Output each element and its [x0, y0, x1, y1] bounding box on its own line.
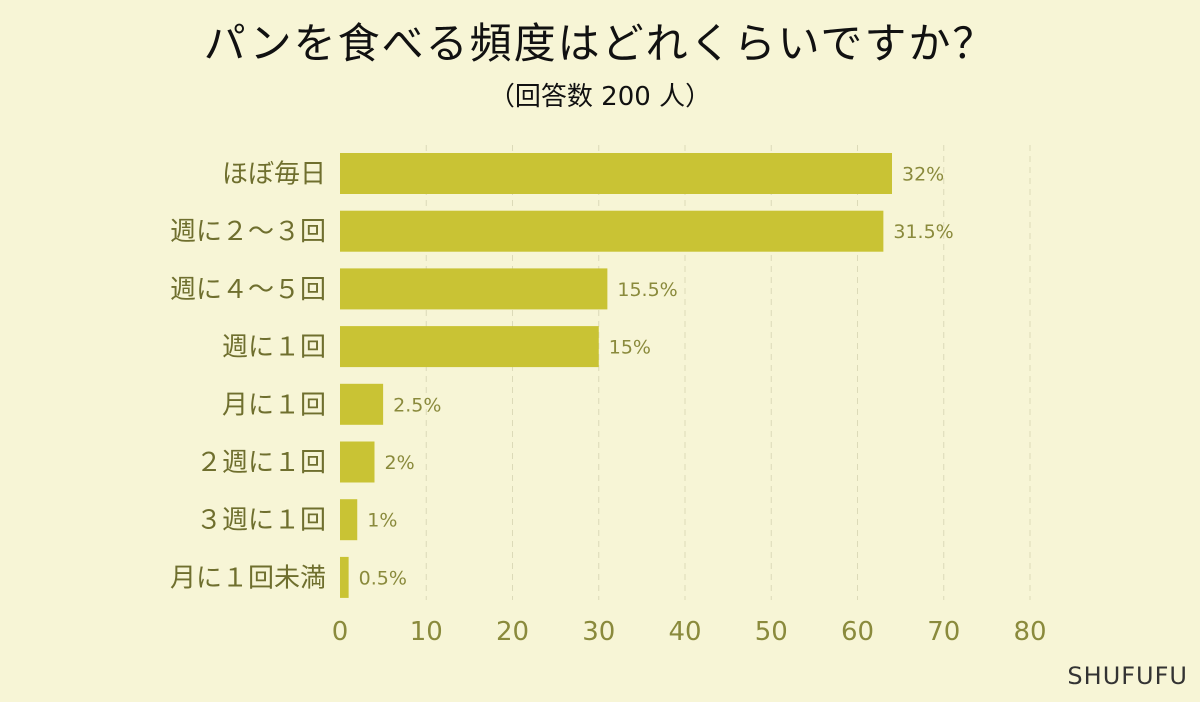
category-label: 月に１回: [222, 390, 326, 420]
category-label: ３週に１回: [196, 506, 326, 536]
value-label: 31.5%: [893, 221, 953, 243]
bar: [340, 383, 384, 425]
value-label: 2%: [385, 452, 415, 474]
bar: [340, 210, 884, 252]
grid-lines: [425, 145, 1031, 600]
x-tick-label: 30: [582, 617, 615, 647]
x-tick-label: 70: [927, 617, 960, 647]
brand-logo: SHUFUFU: [1067, 662, 1188, 690]
category-label: ほぼ毎日: [222, 160, 326, 190]
category-label: 週に２～３回: [170, 217, 326, 247]
value-label: 32%: [902, 164, 944, 186]
value-labels: 32% 31.5% 15.5% 15% 2.5% 2% 1% 0.5%: [359, 164, 954, 590]
bar: [340, 153, 892, 194]
chart-title: パンを食べる頻度はどれくらいですか？: [203, 19, 997, 68]
bar: [340, 268, 608, 310]
category-label: 週に１回: [222, 333, 326, 363]
bar: [340, 499, 358, 541]
x-tick-label: 40: [668, 617, 701, 647]
bar: [340, 441, 375, 483]
bar: [340, 556, 349, 598]
value-label: 2.5%: [393, 394, 441, 416]
value-label: 1%: [367, 510, 397, 532]
value-label: 0.5%: [359, 567, 407, 589]
value-label: 15.5%: [617, 279, 677, 301]
x-tick-label: 10: [410, 617, 443, 647]
category-label: 週に４～５回: [170, 275, 326, 305]
x-tick-labels: 0 10 20 30 40 50 60 70 80: [332, 617, 1047, 647]
category-label: ２週に１回: [196, 448, 326, 478]
bars: [340, 153, 892, 598]
x-tick-label: 80: [1013, 617, 1046, 647]
bar: [340, 326, 599, 368]
category-label: 月に１回未満: [170, 563, 326, 593]
x-tick-label: 60: [841, 617, 874, 647]
x-tick-label: 0: [332, 617, 349, 647]
chart-subtitle: （回答数 200 人）: [488, 82, 712, 112]
x-tick-label: 20: [496, 617, 529, 647]
value-label: 15%: [609, 337, 651, 359]
x-tick-label: 50: [755, 617, 788, 647]
